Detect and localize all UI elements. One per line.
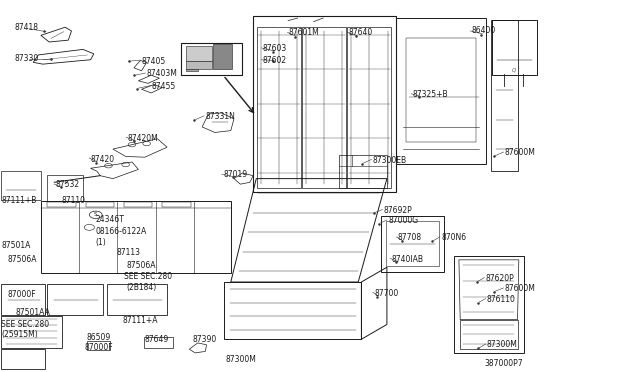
Text: S: S [94, 212, 97, 217]
Text: 87300EB: 87300EB [373, 155, 407, 165]
Text: 87019: 87019 [223, 170, 247, 179]
Bar [386, 221, 439, 266]
Bar [124, 202, 152, 208]
Bar [257, 27, 301, 188]
Text: (25915M): (25915M) [1, 330, 38, 339]
Text: 87455: 87455 [152, 82, 176, 91]
Bar [1, 284, 45, 315]
Text: 87506A: 87506A [126, 260, 156, 269]
Bar [186, 46, 212, 61]
Text: 876110: 876110 [487, 295, 516, 304]
Text: 24346T: 24346T [96, 215, 125, 224]
Text: 87405: 87405 [141, 57, 166, 66]
Text: 87111+B: 87111+B [1, 196, 36, 205]
Bar [86, 202, 114, 208]
Bar [186, 68, 198, 71]
Bar [181, 43, 243, 75]
Text: 87403M: 87403M [147, 69, 177, 78]
Text: Q: Q [512, 67, 516, 72]
Text: 87601M: 87601M [288, 28, 319, 37]
Text: 87600M: 87600M [505, 148, 536, 157]
Text: 87111+A: 87111+A [122, 316, 158, 325]
Bar [381, 215, 444, 272]
Text: (2B184): (2B184) [126, 283, 157, 292]
Bar [396, 18, 486, 164]
Bar [348, 27, 392, 188]
Text: 87390: 87390 [193, 335, 217, 344]
Bar [492, 20, 537, 75]
Bar [41, 201, 231, 273]
Bar [302, 27, 346, 188]
Text: 87000F: 87000F [84, 343, 113, 352]
Text: 87602: 87602 [262, 56, 287, 65]
Text: 87113: 87113 [116, 248, 140, 257]
Text: (1): (1) [96, 238, 106, 247]
Bar [1, 171, 41, 200]
Text: 87692P: 87692P [384, 206, 412, 215]
Text: 87325+B: 87325+B [412, 90, 448, 99]
Bar [144, 337, 173, 349]
Bar [225, 282, 362, 339]
Text: 87300M: 87300M [226, 355, 257, 364]
Bar [47, 202, 76, 208]
Bar [491, 20, 518, 171]
Bar [339, 155, 387, 188]
Bar [47, 175, 83, 201]
Text: 87506A: 87506A [8, 254, 37, 264]
Bar [1, 349, 45, 369]
Text: 08166-6122A: 08166-6122A [96, 227, 147, 236]
Bar [88, 341, 109, 350]
Bar [106, 284, 167, 315]
Text: 87600M: 87600M [505, 284, 536, 293]
Bar [406, 38, 476, 142]
Text: 87501A: 87501A [1, 241, 31, 250]
Text: 87330: 87330 [14, 54, 38, 63]
Text: 87620P: 87620P [486, 274, 515, 283]
Text: 87501AA: 87501AA [15, 308, 51, 317]
Bar [47, 284, 103, 315]
Bar [1, 316, 62, 349]
Bar [186, 61, 212, 68]
Bar [253, 16, 396, 192]
Text: SEE SEC.280: SEE SEC.280 [1, 320, 49, 328]
Text: 87420: 87420 [91, 154, 115, 164]
Text: 87640: 87640 [349, 28, 373, 37]
Text: 870N6: 870N6 [441, 233, 466, 242]
Text: 87700: 87700 [374, 289, 399, 298]
Text: 87000F: 87000F [8, 291, 36, 299]
Text: 87000G: 87000G [388, 216, 419, 225]
Text: 8740IAB: 8740IAB [392, 254, 424, 264]
Text: 87420M: 87420M [127, 134, 158, 142]
Text: 87708: 87708 [397, 233, 422, 242]
Bar [460, 320, 518, 349]
Bar [162, 202, 191, 208]
Text: 86400: 86400 [472, 26, 496, 35]
Bar [213, 44, 232, 68]
Text: 87418: 87418 [14, 23, 38, 32]
Text: 87603: 87603 [262, 44, 287, 53]
Text: 86509: 86509 [86, 333, 110, 342]
Bar [454, 256, 524, 353]
Text: SEE SEC.280: SEE SEC.280 [124, 272, 172, 281]
Text: 87331N: 87331N [205, 112, 235, 121]
Text: 87532: 87532 [56, 180, 79, 189]
Text: 87110: 87110 [62, 196, 86, 205]
Text: 87649: 87649 [145, 335, 169, 344]
Text: 87300M: 87300M [487, 340, 518, 349]
Text: 387000P7: 387000P7 [484, 359, 523, 368]
